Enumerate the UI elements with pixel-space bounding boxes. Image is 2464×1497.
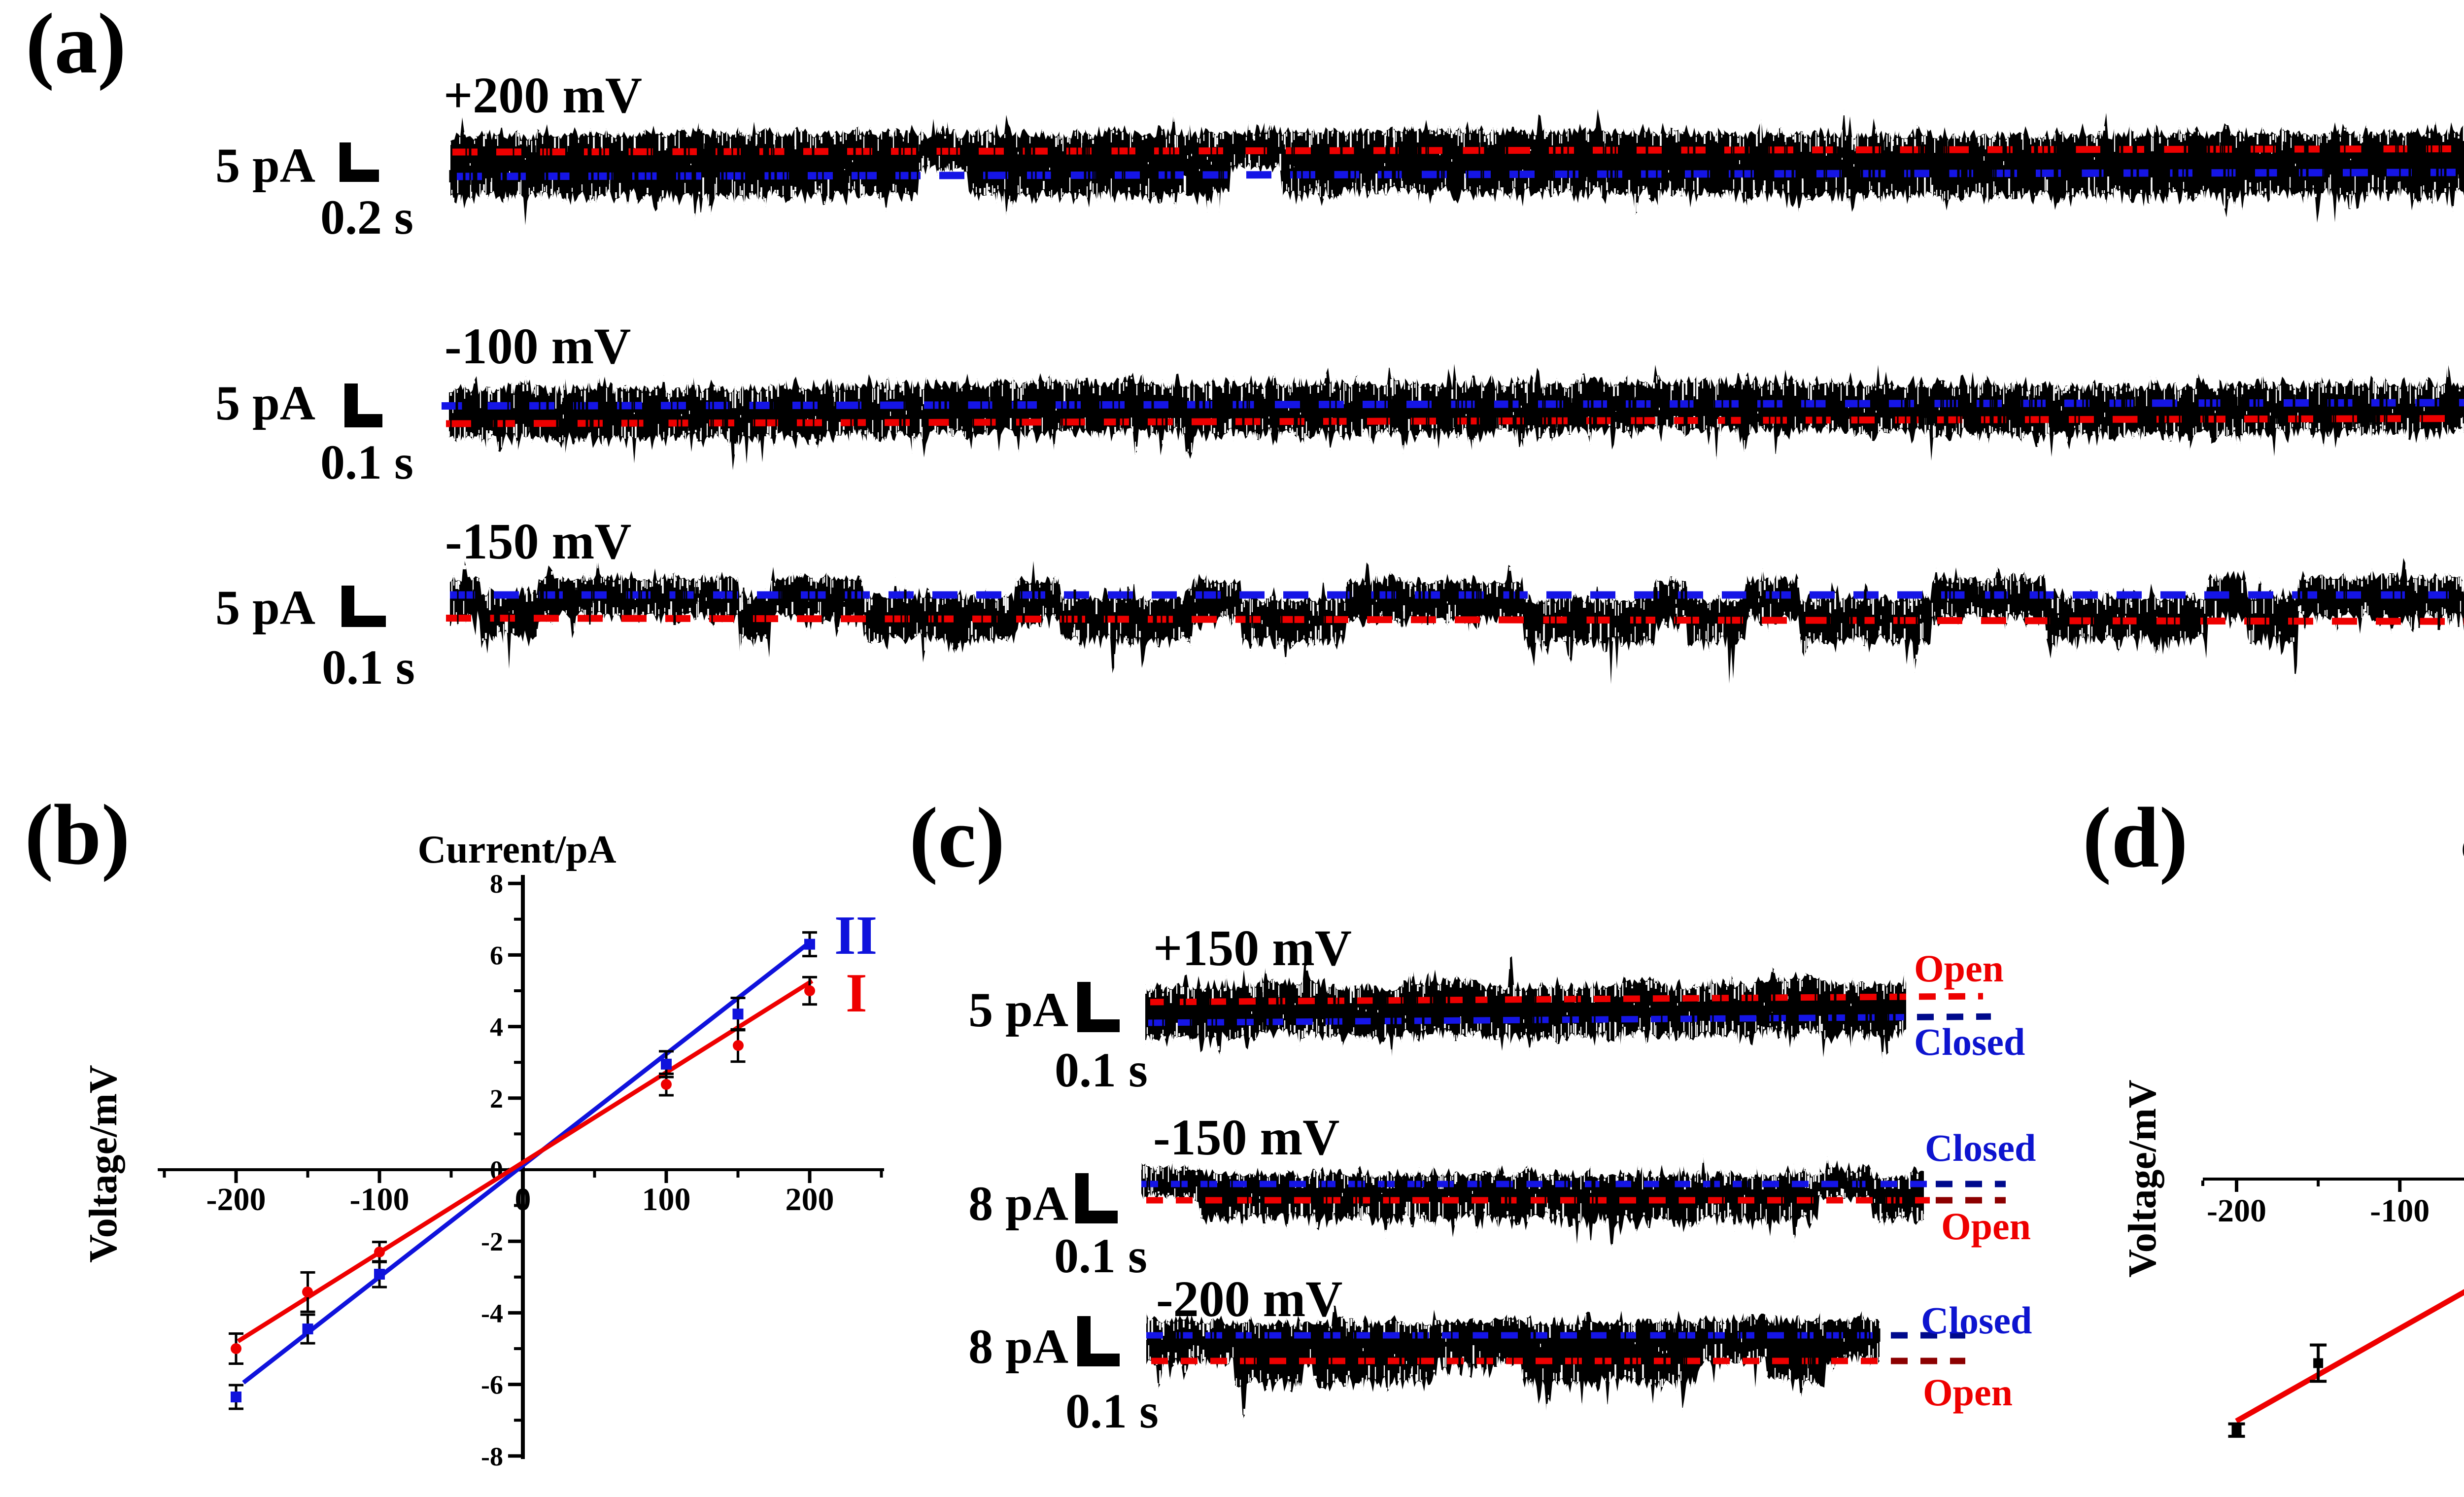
svg-text:I: I	[846, 963, 867, 1024]
svg-text:200: 200	[786, 1182, 834, 1218]
svg-text:0.1 s: 0.1 s	[322, 640, 415, 695]
svg-text:+200 mV: +200 mV	[444, 67, 642, 124]
svg-text:Voltage/mV: Voltage/mV	[82, 1065, 125, 1262]
svg-text:Open: Open	[1914, 947, 2004, 990]
svg-text:Voltage/mV: Voltage/mV	[2121, 1079, 2164, 1277]
svg-text:-100 mV: -100 mV	[445, 318, 631, 375]
svg-text:-100: -100	[2370, 1193, 2430, 1229]
svg-text:8: 8	[490, 869, 503, 899]
svg-text:-2: -2	[481, 1227, 503, 1256]
svg-text:(b): (b)	[25, 787, 130, 882]
svg-text:5 pA: 5 pA	[215, 376, 315, 430]
svg-text:0.1 s: 0.1 s	[1054, 1228, 1147, 1283]
svg-text:(a): (a)	[26, 0, 126, 91]
svg-text:4: 4	[490, 1012, 503, 1042]
svg-text:+150 mV: +150 mV	[1153, 920, 1352, 976]
svg-text:8 pA: 8 pA	[968, 1176, 1068, 1231]
svg-text:Closed: Closed	[1921, 1299, 2032, 1342]
svg-text:-150 mV: -150 mV	[445, 513, 631, 570]
svg-text:8 pA: 8 pA	[968, 1319, 1068, 1374]
svg-text:100: 100	[642, 1182, 691, 1218]
svg-text:-150 mV: -150 mV	[1153, 1109, 1339, 1166]
svg-text:0.1 s: 0.1 s	[320, 435, 413, 489]
svg-text:-6: -6	[481, 1370, 503, 1400]
svg-text:-200: -200	[206, 1182, 266, 1218]
svg-text:Current/pA: Current/pA	[418, 828, 616, 871]
svg-text:-100: -100	[350, 1182, 410, 1218]
svg-text:-200: -200	[2207, 1193, 2266, 1229]
svg-text:5 pA: 5 pA	[968, 982, 1068, 1037]
svg-text:Current/pA: Current/pA	[2461, 828, 2464, 871]
svg-text:-200 mV: -200 mV	[1156, 1271, 1342, 1327]
svg-text:-4: -4	[481, 1298, 503, 1328]
svg-text:5 pA: 5 pA	[215, 580, 315, 635]
svg-text:(d): (d)	[2083, 790, 2188, 885]
svg-text:0: 0	[515, 1182, 531, 1218]
svg-text:0.2 s: 0.2 s	[320, 190, 413, 244]
svg-text:Open: Open	[1923, 1371, 2013, 1414]
svg-text:Closed: Closed	[1925, 1126, 2036, 1169]
svg-text:5 pA: 5 pA	[215, 138, 315, 193]
svg-text:Closed: Closed	[1914, 1020, 2025, 1063]
svg-text:6: 6	[490, 940, 503, 970]
svg-text:2: 2	[490, 1084, 503, 1114]
svg-text:II: II	[834, 905, 877, 966]
svg-text:0.1 s: 0.1 s	[1055, 1043, 1148, 1097]
svg-text:0.1 s: 0.1 s	[1065, 1384, 1159, 1438]
svg-text:(c): (c)	[909, 790, 1005, 885]
svg-text:-8: -8	[481, 1442, 503, 1471]
svg-text:Open: Open	[1941, 1205, 2031, 1248]
